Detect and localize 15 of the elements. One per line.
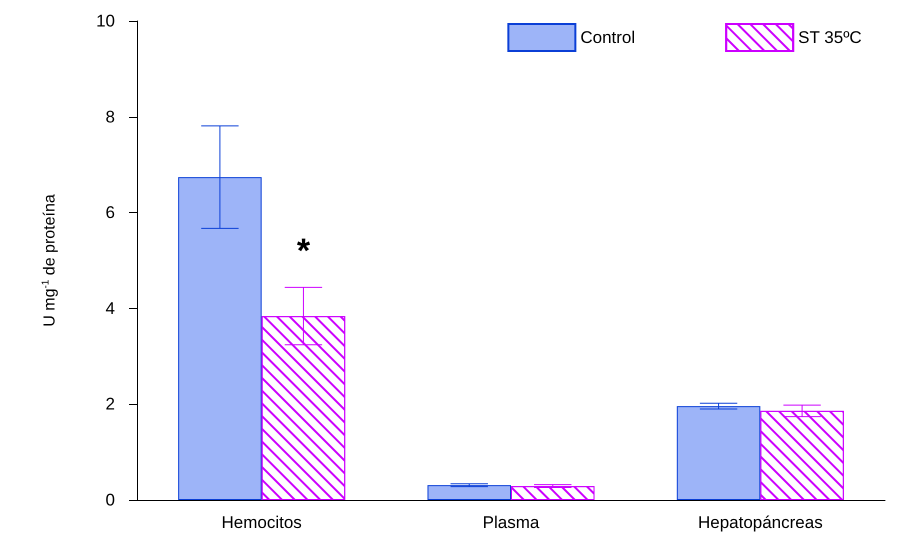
y-tick-label: 6 <box>106 203 115 222</box>
x-tick-label: Plasma <box>482 513 540 532</box>
legend-label: ST 35ºC <box>798 28 862 47</box>
annotation: * <box>296 232 311 270</box>
y-axis-title: U mg-1 de proteína <box>40 194 58 327</box>
x-tick-label: Hemocitos <box>222 513 302 532</box>
x-tick-label: Hepatopáncreas <box>698 513 823 532</box>
y-tick-label: 10 <box>96 12 115 30</box>
y-tick-label: 0 <box>106 490 115 510</box>
bar <box>427 485 511 500</box>
legend-label: Control <box>580 28 636 47</box>
y-tick-label: 2 <box>106 394 115 414</box>
bar <box>676 406 760 500</box>
y-tick-label: 8 <box>106 107 115 126</box>
y-tick-label: 4 <box>106 298 115 318</box>
